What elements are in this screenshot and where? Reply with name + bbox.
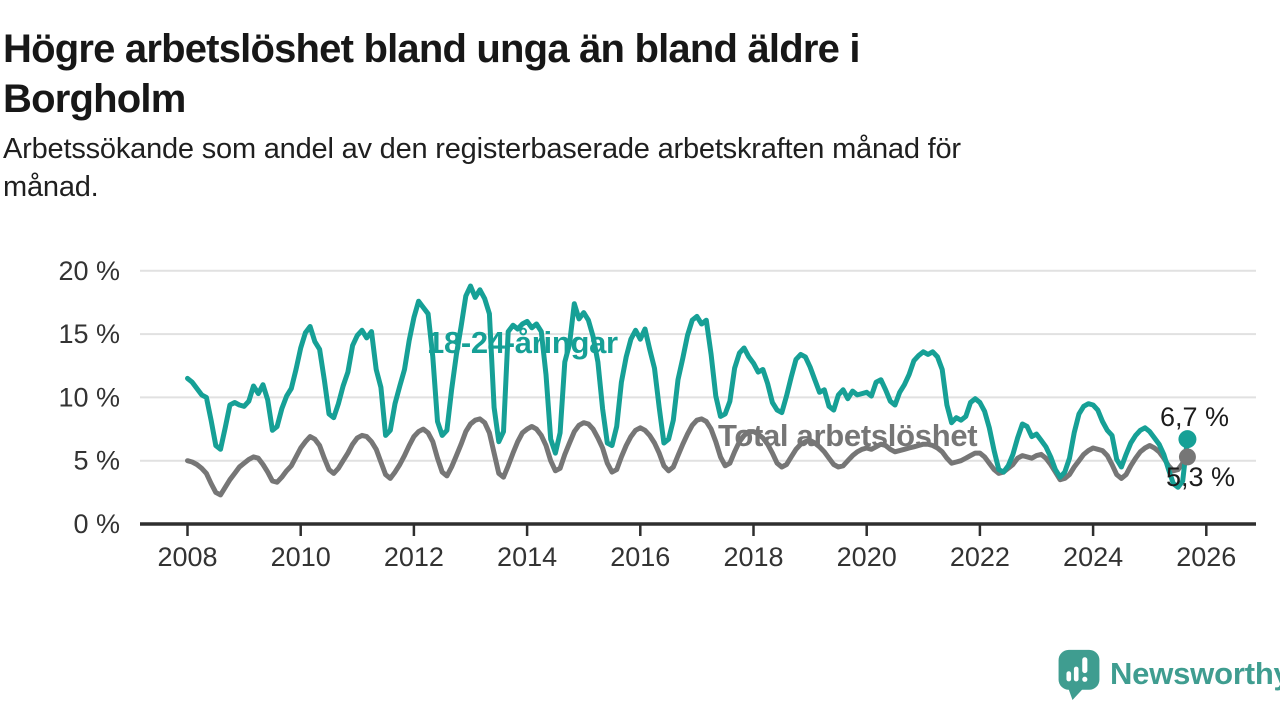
x-tick-label: 2014 [497,542,557,572]
series-label-total: Total arbetslöshet [718,418,978,453]
page-title: Högre arbetslöshet bland unga än bland ä… [3,27,860,121]
page-subtitle: Arbetssökande som andel av den registerb… [3,133,961,203]
end-value-label-youth: 6,7 % [1160,402,1230,432]
total-line [185,416,1190,498]
y-tick-label: 10 % [58,382,120,412]
x-tick-label: 2022 [950,542,1010,572]
youth-end-dot [1178,430,1197,449]
x-tick-label: 2018 [723,542,783,572]
x-tick-label: 2008 [157,542,217,572]
x-tick-label: 2026 [1176,542,1236,572]
newsworthy-logo-icon [1058,649,1100,700]
x-tick-label: 2016 [610,542,670,572]
newsworthy-logo-text: Newsworthy [1110,656,1280,691]
y-tick-label: 0 % [73,509,120,539]
y-tick-label: 20 % [58,256,120,286]
youth-line [185,283,1190,490]
series-label-youth: 18-24-åringar [427,325,618,360]
x-tick-label: 2012 [384,542,444,572]
x-tick-label: 2010 [271,542,331,572]
x-tick-label: 2020 [837,542,897,572]
y-tick-label: 15 % [58,319,120,349]
y-tick-label: 5 % [73,446,120,476]
end-value-label-total: 5,3 % [1166,462,1236,492]
total-end-dot [1178,448,1196,466]
newsworthy-brand: Newsworthy [1056,648,1280,700]
x-tick-label: 2024 [1063,542,1123,572]
